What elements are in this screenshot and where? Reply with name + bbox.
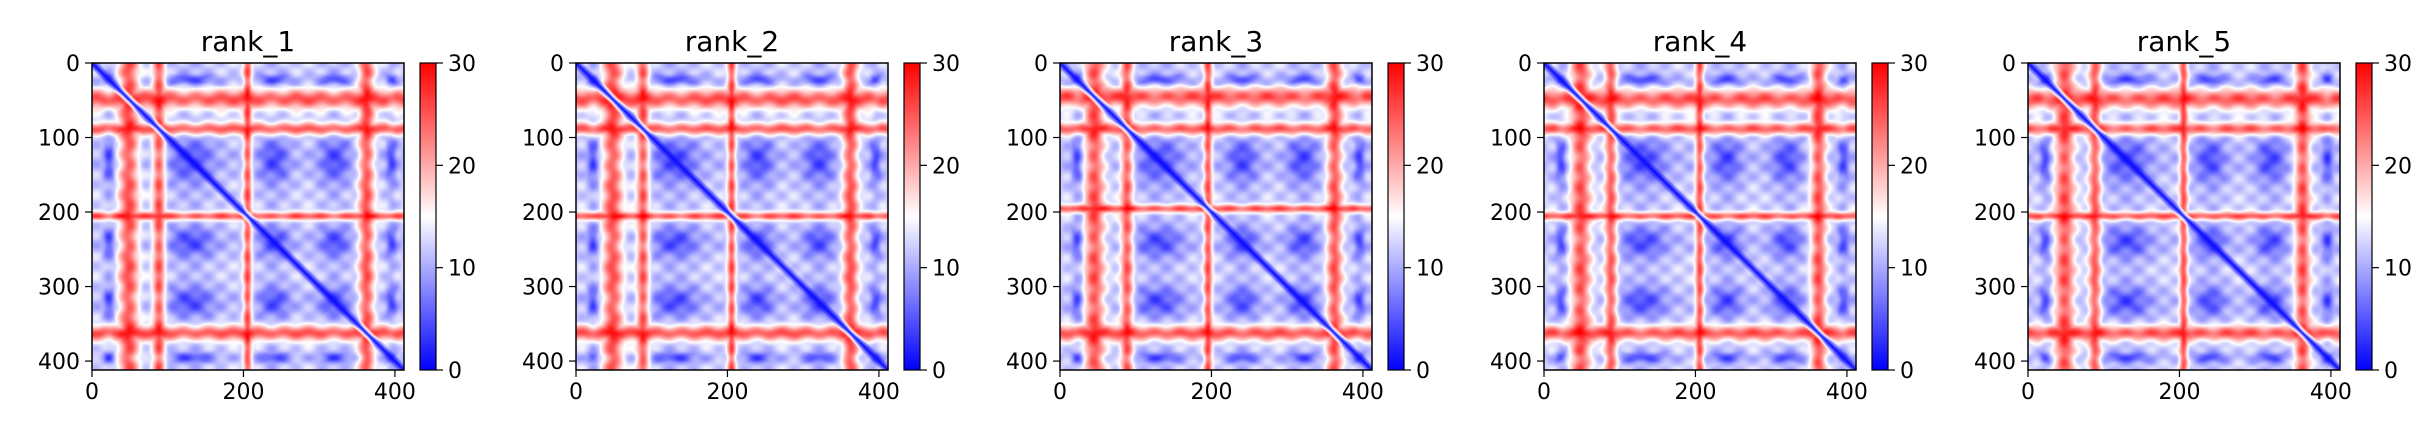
colorbar-tick-label: 0 <box>1900 359 1914 384</box>
y-tick-label: 400 <box>1490 350 1532 375</box>
y-tick-label: 300 <box>1974 276 2016 301</box>
colorbar-tick-label: 10 <box>1416 257 1444 282</box>
y-tick-label: 300 <box>1006 276 1048 301</box>
y-tick-label: 300 <box>38 276 80 301</box>
y-tick-label: 300 <box>1490 276 1532 301</box>
colorbar-tick-label: 20 <box>448 154 476 179</box>
y-tick-label: 300 <box>522 276 564 301</box>
axes-frame <box>2027 62 2341 371</box>
colorbar <box>419 62 437 371</box>
y-tick-label: 0 <box>1518 52 1532 77</box>
x-tick-label: 400 <box>374 380 416 405</box>
x-tick-label: 200 <box>2158 380 2200 405</box>
chart-title: rank_5 <box>2137 25 2231 58</box>
x-tick-label: 200 <box>706 380 748 405</box>
x-tick-label: 400 <box>1342 380 1384 405</box>
y-tick-label: 100 <box>1974 127 2016 152</box>
x-tick-label: 400 <box>858 380 900 405</box>
heatmap-image <box>2028 63 2340 370</box>
x-tick-label: 0 <box>569 380 583 405</box>
y-tick-label: 100 <box>1006 127 1048 152</box>
heatmap-image <box>576 63 888 370</box>
y-tick-label: 400 <box>522 350 564 375</box>
colorbar-tick-label: 20 <box>932 154 960 179</box>
axes-frame <box>91 62 405 371</box>
y-tick-label: 100 <box>38 127 80 152</box>
colorbar-tick-label: 20 <box>2384 154 2412 179</box>
x-tick-label: 200 <box>1674 380 1716 405</box>
y-tick-label: 400 <box>1974 350 2016 375</box>
chart-title: rank_4 <box>1653 25 1747 58</box>
colorbar-tick-label: 0 <box>2384 359 2398 384</box>
colorbar-tick-label: 20 <box>1416 154 1444 179</box>
colorbar-tick-label: 30 <box>1416 52 1444 77</box>
axes-frame <box>1059 62 1373 371</box>
chart-title: rank_2 <box>685 25 779 58</box>
y-tick-label: 400 <box>1006 350 1048 375</box>
y-tick-label: 0 <box>550 52 564 77</box>
x-tick-label: 200 <box>222 380 264 405</box>
x-tick-label: 400 <box>2310 380 2352 405</box>
heatmap-image <box>1060 63 1372 370</box>
y-tick-label: 0 <box>1034 52 1048 77</box>
y-tick-label: 0 <box>2002 52 2016 77</box>
y-tick-label: 100 <box>1490 127 1532 152</box>
y-tick-label: 200 <box>522 201 564 226</box>
colorbar <box>1387 62 1405 371</box>
axes-frame <box>1543 62 1857 371</box>
heatmap-image <box>92 63 404 370</box>
colorbar-tick-label: 0 <box>448 359 462 384</box>
x-tick-label: 200 <box>1190 380 1232 405</box>
colorbar <box>903 62 921 371</box>
heatmap-image <box>1544 63 1856 370</box>
y-tick-label: 200 <box>1974 201 2016 226</box>
colorbar-tick-label: 30 <box>448 52 476 77</box>
colorbar-tick-label: 10 <box>448 257 476 282</box>
y-tick-label: 200 <box>1006 201 1048 226</box>
colorbar <box>2355 62 2373 371</box>
colorbar-tick-label: 10 <box>1900 257 1928 282</box>
colorbar-tick-label: 10 <box>932 257 960 282</box>
x-tick-label: 0 <box>1537 380 1551 405</box>
colorbar-tick-label: 30 <box>2384 52 2412 77</box>
colorbar <box>1871 62 1889 371</box>
chart-title: rank_1 <box>201 25 295 58</box>
colorbar-tick-label: 20 <box>1900 154 1928 179</box>
colorbar-tick-label: 30 <box>1900 52 1928 77</box>
x-tick-label: 0 <box>85 380 99 405</box>
y-tick-label: 200 <box>38 201 80 226</box>
colorbar-tick-label: 30 <box>932 52 960 77</box>
x-tick-label: 0 <box>2021 380 2035 405</box>
y-tick-label: 0 <box>66 52 80 77</box>
y-tick-label: 100 <box>522 127 564 152</box>
x-tick-label: 400 <box>1826 380 1868 405</box>
colorbar-tick-label: 0 <box>932 359 946 384</box>
colorbar-tick-label: 0 <box>1416 359 1430 384</box>
y-tick-label: 400 <box>38 350 80 375</box>
chart-title: rank_3 <box>1169 25 1263 58</box>
x-tick-label: 0 <box>1053 380 1067 405</box>
colorbar-tick-label: 10 <box>2384 257 2412 282</box>
axes-frame <box>575 62 889 371</box>
y-tick-label: 200 <box>1490 201 1532 226</box>
